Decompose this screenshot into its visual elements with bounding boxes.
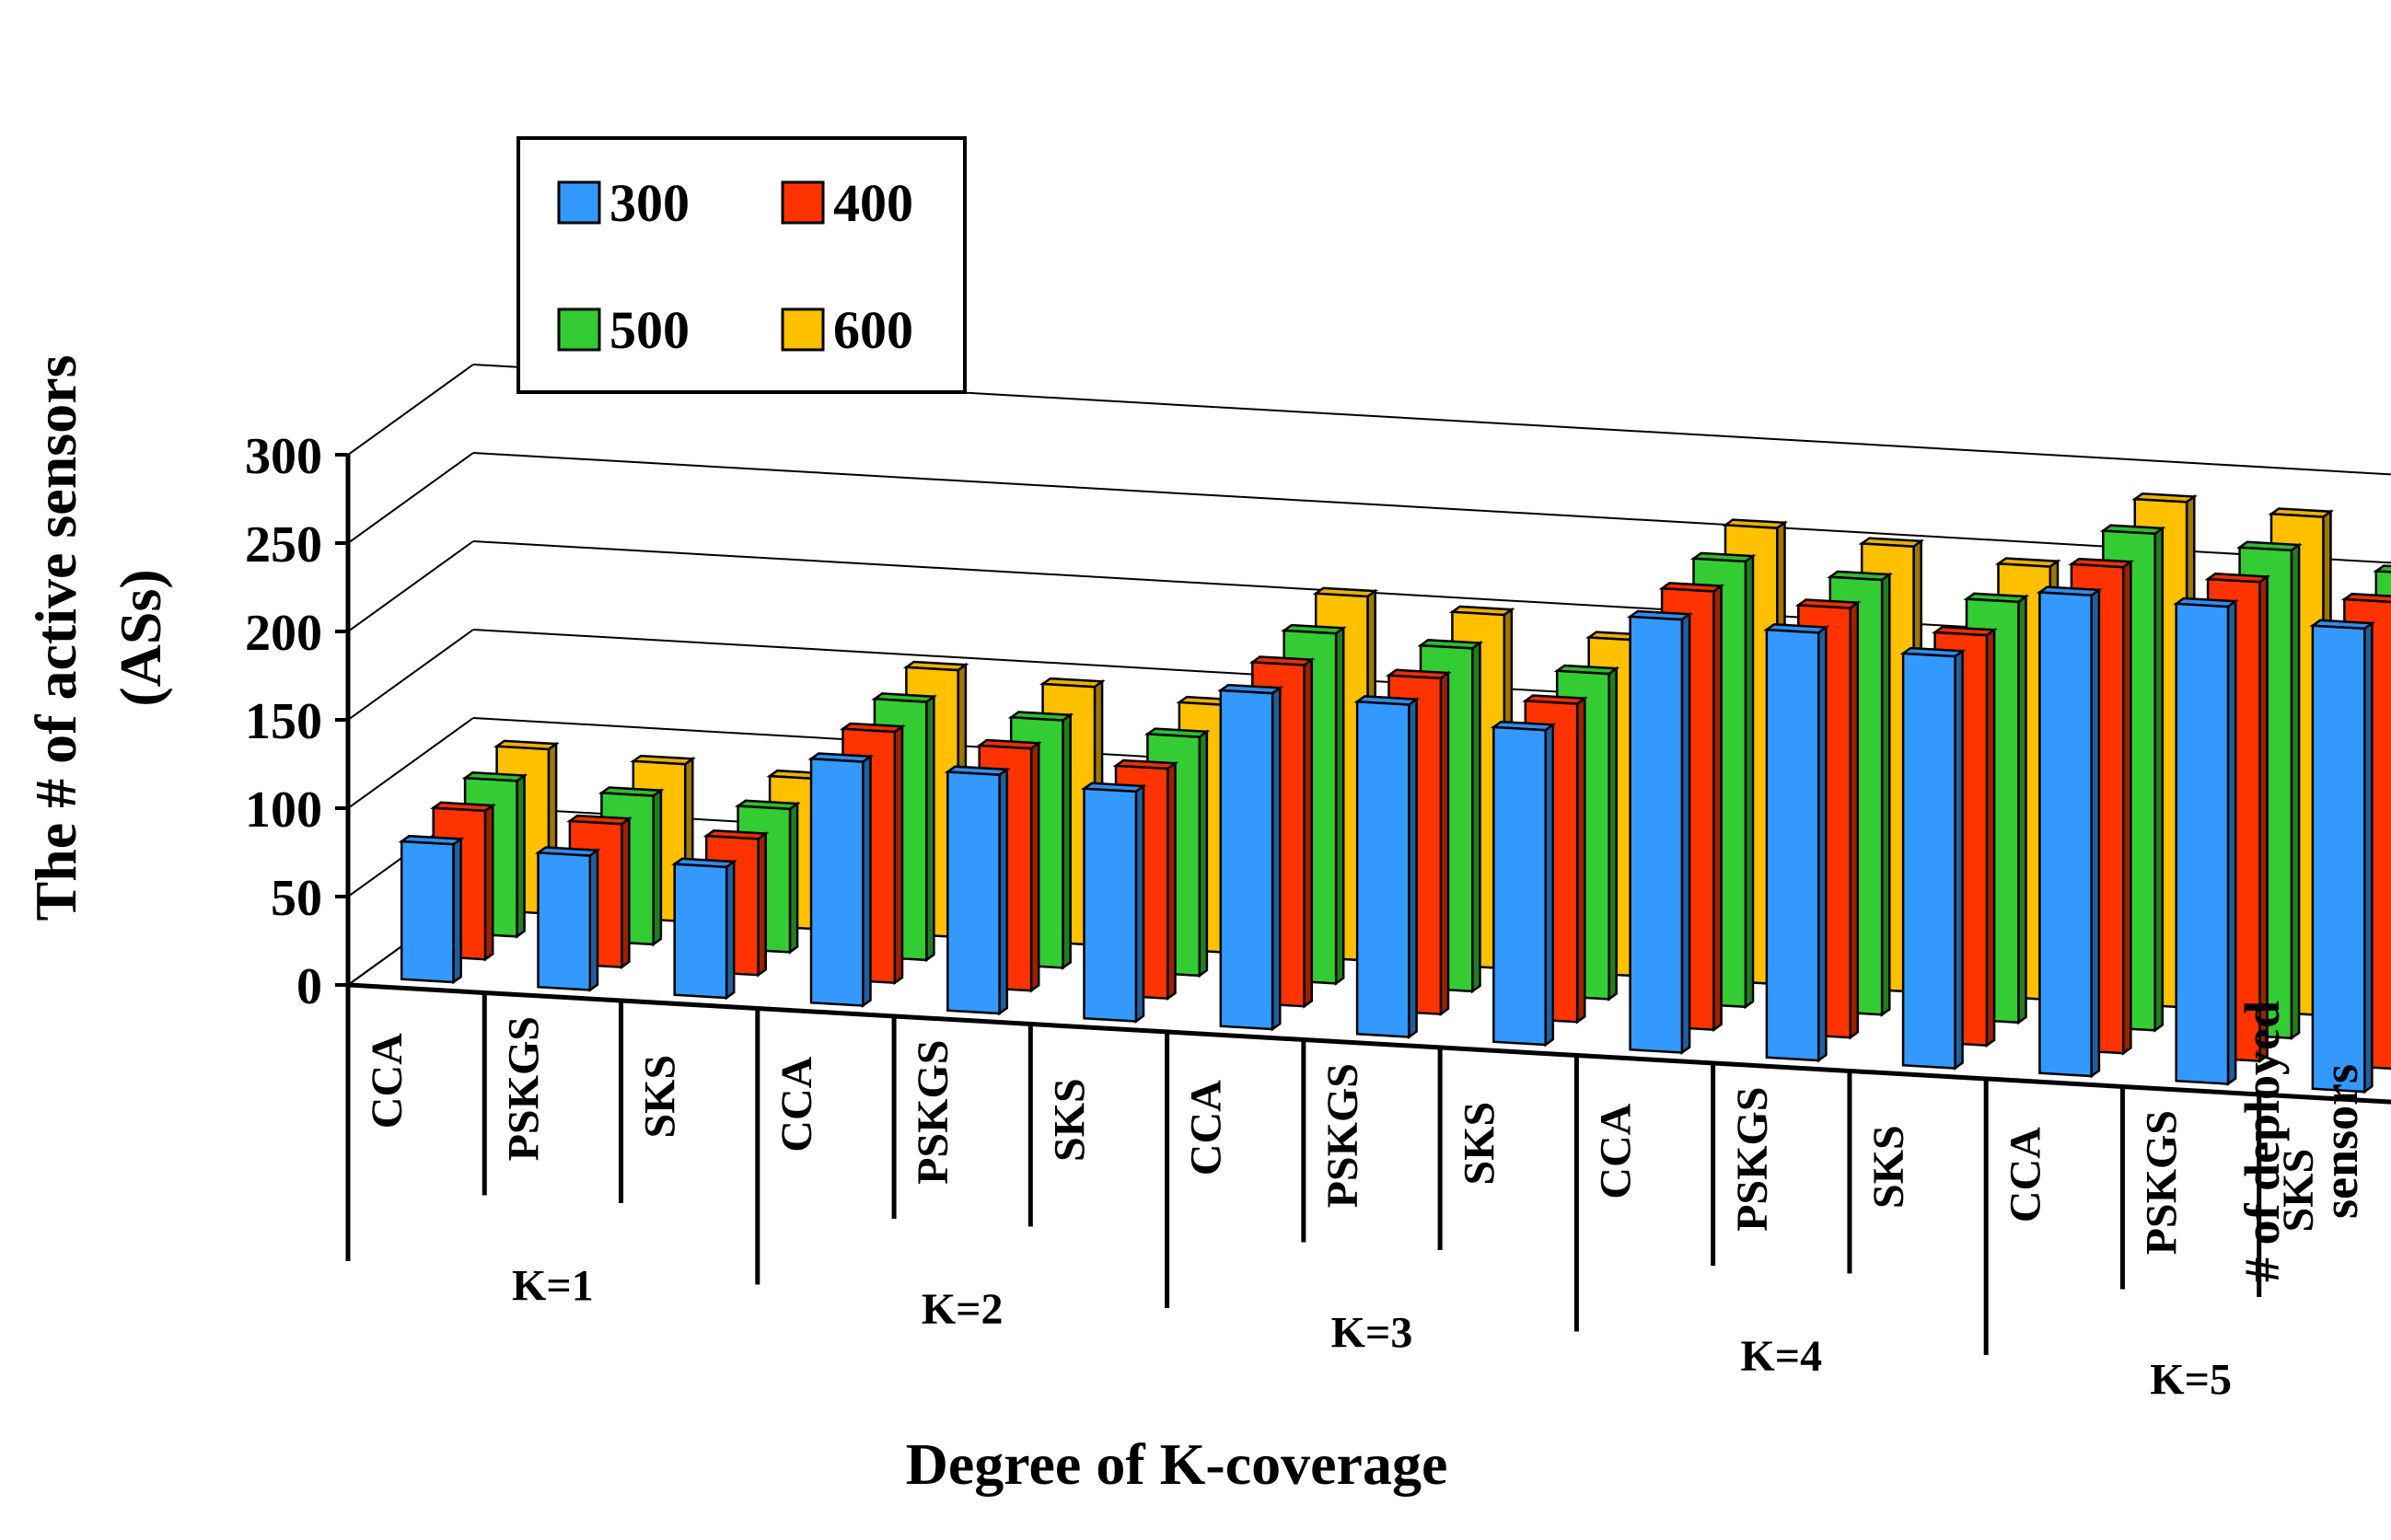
x-tick-label: SKS xyxy=(1455,1102,1503,1186)
chart-axes: 050100150200250300300500CCAPSKGSSKSCCAPS… xyxy=(245,428,2391,1405)
y-tick-label: 250 xyxy=(245,516,322,573)
legend-item-600: 600 xyxy=(781,300,913,360)
legend-label-300: 300 xyxy=(609,173,690,233)
legend-swatch-300 xyxy=(557,180,601,225)
bar-front xyxy=(400,839,455,984)
bar-s300-c4 xyxy=(807,752,875,1008)
bar-s300-c8 xyxy=(1353,695,1421,1039)
x-tick-label: PSKGS xyxy=(909,1040,958,1185)
bar-front xyxy=(809,757,865,1007)
x-tick-label: SKS xyxy=(1046,1078,1095,1162)
bar-front xyxy=(1629,615,1684,1054)
bar-s300-c1 xyxy=(398,834,465,985)
legend-swatch-400 xyxy=(781,180,825,225)
x-tick-label: PSKGS xyxy=(1728,1087,1777,1232)
y-tick-label: 200 xyxy=(245,605,322,662)
legend-label-600: 600 xyxy=(833,300,913,360)
y-tick-label: 50 xyxy=(271,870,322,927)
chart-bars xyxy=(398,492,2391,1094)
y-axis-title-line1: The # of active sensors xyxy=(23,354,88,921)
grid-side-line xyxy=(347,629,474,721)
x-tick-label: CCA xyxy=(1592,1103,1641,1198)
legend-item-300: 300 xyxy=(557,173,690,233)
y-tick-label: 100 xyxy=(245,782,322,839)
bar-front xyxy=(1219,689,1274,1031)
bar-s300-c15 xyxy=(2309,619,2376,1094)
x-tick-label: SKS xyxy=(636,1055,685,1139)
bar-front xyxy=(2038,591,2093,1078)
bar-s300-c9 xyxy=(1490,720,1557,1048)
bar-front xyxy=(2175,602,2230,1085)
x-tick-label: PSKGS xyxy=(1318,1063,1367,1208)
group-label: K=2 xyxy=(922,1285,1004,1334)
bar-front xyxy=(1355,700,1410,1038)
bar-s300-c2 xyxy=(534,846,601,992)
bar-s300-c6 xyxy=(1080,782,1147,1024)
legend-label-400: 400 xyxy=(833,173,913,233)
bar-s300-c10 xyxy=(1627,609,1693,1055)
bar-front xyxy=(1492,725,1547,1047)
bar-s300-c14 xyxy=(2173,596,2239,1086)
bar-front xyxy=(1083,787,1138,1023)
legend: 300 400 500 600 xyxy=(517,136,967,394)
bar-s300-c3 xyxy=(671,857,737,1001)
y-tick-label: 300 xyxy=(245,428,322,485)
bar-s300-c7 xyxy=(1217,683,1283,1032)
legend-swatch-500 xyxy=(557,307,601,352)
bar-s300-c5 xyxy=(944,765,1011,1016)
z-axis-title-line2: sensors xyxy=(2313,1064,2368,1219)
grid-side-line xyxy=(347,540,474,632)
x-tick-label: CCA xyxy=(772,1056,821,1152)
legend-swatch-600 xyxy=(781,307,825,352)
grid-side-line xyxy=(347,717,474,809)
x-axis-title: Degree of K-coverage xyxy=(906,1431,1448,1497)
bar-front xyxy=(537,851,592,991)
group-label: K=3 xyxy=(1331,1309,1413,1358)
z-axis-title-line1: # of deployed xyxy=(2234,1001,2290,1282)
legend-item-400: 400 xyxy=(781,173,913,233)
bar-s300-c11 xyxy=(1763,623,1829,1063)
bar-front xyxy=(1901,652,1956,1070)
bar-front xyxy=(946,770,1001,1015)
y-tick-label: 150 xyxy=(245,693,322,750)
group-label: K=4 xyxy=(1740,1332,1822,1381)
y-axis-title-line2: (ASs) xyxy=(108,569,173,706)
bar-front xyxy=(673,863,728,1000)
legend-label-500: 500 xyxy=(609,300,690,360)
bar-s300-c12 xyxy=(1899,646,1967,1071)
grid-side-line xyxy=(347,364,474,456)
x-tick-label: PSKGS xyxy=(2138,1110,2187,1255)
grid-side-line xyxy=(347,452,474,544)
x-axis-line xyxy=(347,982,2391,1105)
x-tick-label: CCA xyxy=(1182,1080,1231,1175)
bar-s300-c13 xyxy=(2036,585,2103,1079)
x-tick-label: CCA xyxy=(2001,1127,2049,1222)
group-label: K=5 xyxy=(2150,1356,2232,1405)
bar-front xyxy=(1765,628,1820,1062)
legend-item-500: 500 xyxy=(557,300,690,360)
x-tick-label: SKS xyxy=(1864,1125,1913,1209)
group-label: K=1 xyxy=(512,1262,594,1311)
y-tick-label: 0 xyxy=(296,958,322,1015)
bar-front xyxy=(2311,624,2366,1094)
x-tick-label: CCA xyxy=(363,1033,412,1129)
x-tick-label: SKS xyxy=(2274,1149,2323,1233)
x-tick-label: PSKGS xyxy=(499,1016,548,1161)
